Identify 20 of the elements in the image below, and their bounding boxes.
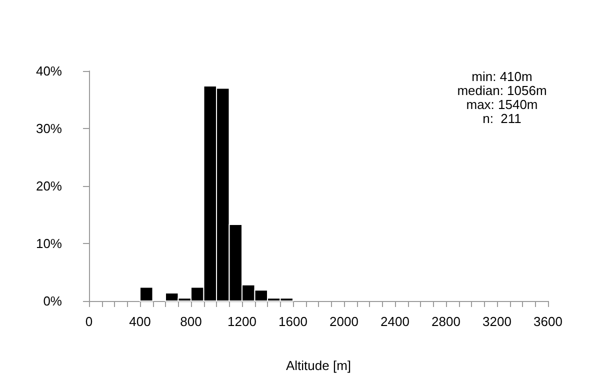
x-tick-label: 3200: [482, 314, 512, 329]
annotation: max: 1540m: [466, 97, 538, 112]
x-tick-label: 800: [180, 314, 202, 329]
y-tick-label: 30%: [36, 121, 62, 136]
annotation: n: 211: [482, 111, 522, 126]
y-tick-label: 10%: [36, 236, 62, 251]
x-tick-label: 2000: [330, 314, 358, 329]
x-tick-label: 1600: [278, 314, 308, 329]
y-tick-label: 20%: [36, 178, 62, 194]
annotation: median: 1056m: [457, 83, 547, 98]
x-tick-label: 400: [129, 314, 151, 329]
x-tick-label: 2400: [380, 314, 410, 329]
y-tick-label: 0%: [43, 294, 62, 308]
x-tick-label: 3600: [534, 314, 562, 329]
x-tick-label: 2800: [432, 314, 460, 329]
annotation: min: 410m: [472, 69, 532, 84]
y-tick-label: 40%: [36, 64, 62, 78]
x-tick-label: 1200: [228, 314, 256, 329]
x-tick-label: 0: [85, 314, 93, 329]
x-axis-title: Altitude [m]: [286, 358, 352, 373]
